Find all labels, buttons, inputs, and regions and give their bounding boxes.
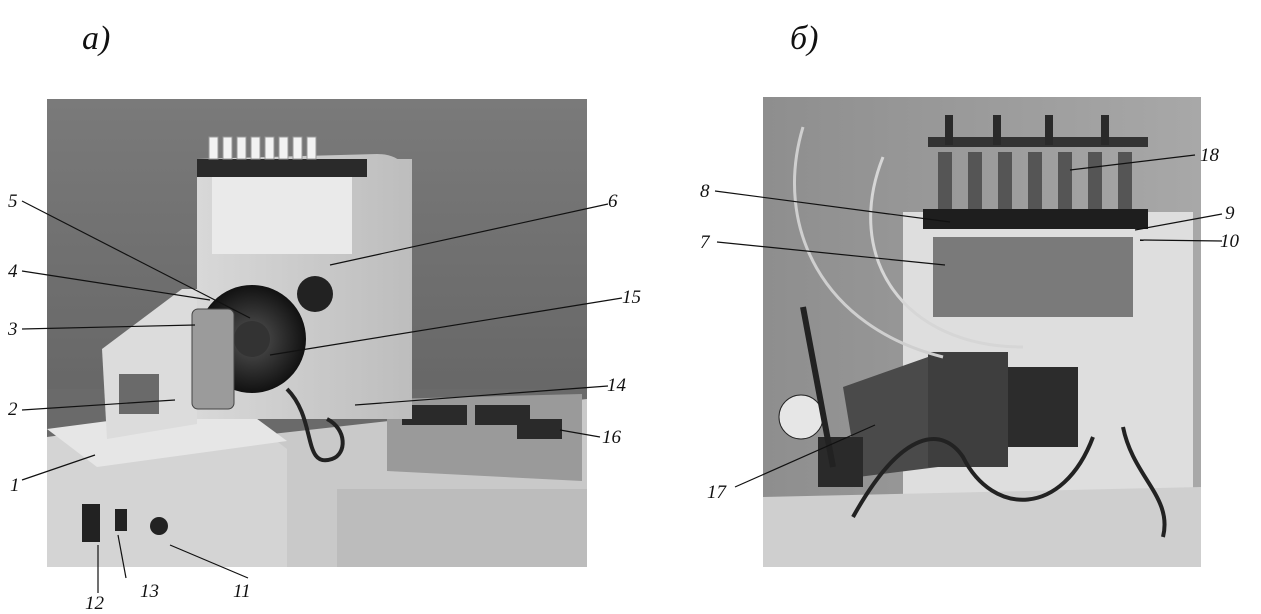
callout-label: 6	[608, 191, 618, 212]
callout-label: 3	[8, 319, 18, 340]
callout-label: 4	[8, 261, 18, 282]
callout-label: 1	[10, 475, 20, 496]
callout-label: 18	[1200, 145, 1219, 166]
callout-label: 12	[85, 593, 104, 614]
callout-label: 10	[1220, 231, 1239, 252]
callout-label: 9	[1225, 203, 1235, 224]
panel-a-label: a)	[82, 20, 111, 57]
callout-label: 13	[140, 581, 159, 602]
callout-label: 5	[8, 191, 18, 212]
panel-b-label: б)	[790, 20, 819, 57]
callout-label: 14	[607, 375, 626, 396]
callout-label: 17	[707, 482, 726, 503]
callout-label: 8	[700, 181, 710, 202]
callout-label: 11	[233, 581, 251, 602]
photo-a-test-stand	[47, 99, 587, 567]
callout-label: 7	[700, 232, 710, 253]
callout-label: 16	[602, 427, 621, 448]
callout-label: 15	[622, 287, 641, 308]
callout-label: 2	[8, 399, 18, 420]
photo-b-pump-on-stand	[763, 97, 1201, 567]
